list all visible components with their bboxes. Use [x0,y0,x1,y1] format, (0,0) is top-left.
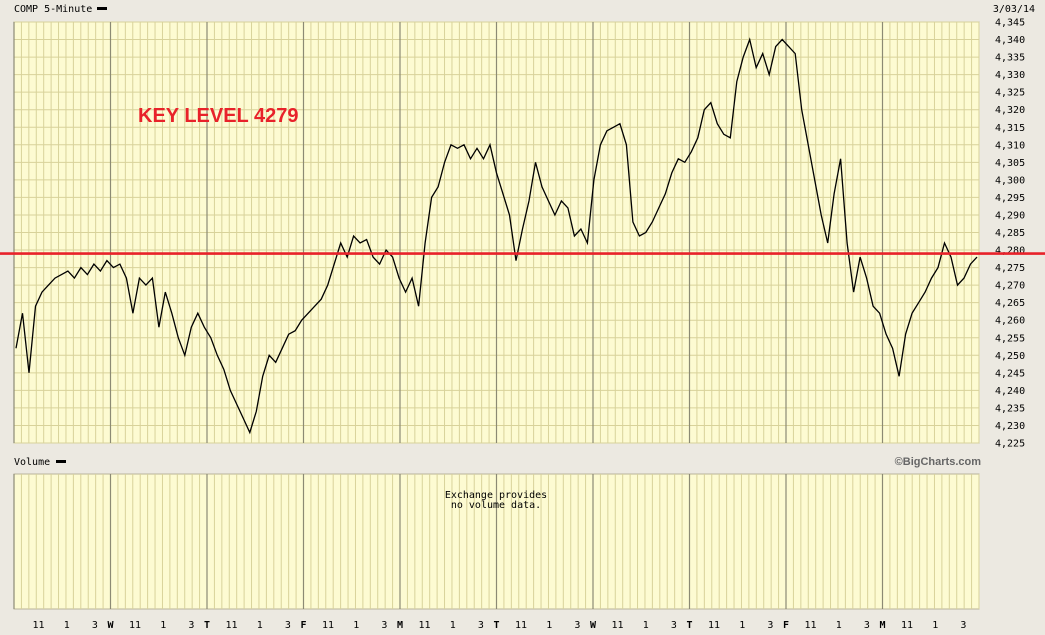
x-day-label: F [783,620,789,631]
volume-header-bar [0,452,1045,472]
x-tick-label: 11 [901,620,913,631]
x-tick-label: 1 [932,620,938,631]
x-day-label: M [879,620,885,631]
x-tick-label: 1 [160,620,166,631]
x-day-label: T [686,620,692,631]
y-tick-label: 4,245 [995,368,1025,379]
volume-label: Volume [14,457,50,468]
x-tick-label: 3 [285,620,291,631]
x-tick-label: 1 [450,620,456,631]
dash-icon[interactable] [56,460,66,463]
x-tick-label: 3 [478,620,484,631]
x-tick-label: 3 [574,620,580,631]
y-tick-label: 4,225 [995,439,1025,450]
x-tick-label: 11 [32,620,44,631]
y-tick-label: 4,265 [995,298,1025,309]
x-tick-label: 1 [64,620,70,631]
x-tick-label: 1 [546,620,552,631]
y-tick-label: 4,340 [995,35,1025,46]
x-tick-label: 3 [188,620,194,631]
x-tick-label: 3 [767,620,773,631]
symbol-label: COMP 5-Minute [14,4,92,15]
y-tick-label: 4,320 [995,105,1025,116]
y-tick-label: 4,325 [995,88,1025,99]
y-tick-label: 4,285 [995,228,1025,239]
y-tick-label: 4,250 [995,351,1025,362]
y-tick-label: 4,290 [995,210,1025,221]
x-tick-label: 1 [739,620,745,631]
x-tick-label: 3 [92,620,98,631]
x-tick-label: 11 [515,620,527,631]
x-tick-label: 11 [418,620,430,631]
y-tick-label: 4,255 [995,333,1025,344]
x-tick-label: 3 [960,620,966,631]
x-tick-label: 11 [611,620,623,631]
copyright-text: ©BigCharts.com [895,456,982,468]
x-tick-label: 1 [643,620,649,631]
x-axis-ticks: 11 1 3 W 11 1 3 T 11 1 3 F 11 1 3 M 11 1 3 T 11 1 3 W 11 1 3 T 11 1 3 F… [32,620,966,631]
y-tick-label: 4,270 [995,281,1025,292]
y-tick-label: 4,300 [995,175,1025,186]
y-tick-label: 4,305 [995,158,1025,169]
volume-vertical-grid [13,474,980,609]
x-tick-label: 11 [804,620,816,631]
y-tick-label: 4,315 [995,123,1025,134]
key-level-annotation: KEY LEVEL 4279 [138,105,298,127]
x-tick-label: 3 [671,620,677,631]
y-tick-label: 4,335 [995,53,1025,64]
volume-message-line2: no volume data. [451,500,541,511]
y-tick-label: 4,345 [995,18,1025,29]
x-tick-label: 11 [129,620,141,631]
x-day-label: T [493,620,499,631]
x-tick-label: 1 [836,620,842,631]
y-tick-label: 4,260 [995,316,1025,327]
y-tick-label: 4,280 [995,246,1025,257]
header-date: 3/03/14 [993,4,1035,15]
x-day-label: W [107,620,114,631]
y-tick-label: 4,240 [995,386,1025,397]
x-day-label: M [397,620,403,631]
price-vertical-grid [13,22,980,443]
y-tick-label: 4,310 [995,140,1025,151]
x-day-label: T [204,620,210,631]
x-tick-label: 11 [225,620,237,631]
x-tick-label: 11 [708,620,720,631]
y-axis-ticks: 4,225 4,230 4,235 4,240 4,245 4,250 4,255 4,260… [995,18,1025,450]
x-tick-label: 3 [381,620,387,631]
x-tick-label: 1 [353,620,359,631]
price-line [15,37,978,435]
volume-message-line1: Exchange provides [445,490,547,501]
x-tick-label: 11 [322,620,334,631]
y-tick-label: 4,235 [995,403,1025,414]
x-tick-label: 1 [257,620,263,631]
y-tick-label: 4,275 [995,263,1025,274]
y-tick-label: 4,330 [995,70,1025,81]
y-tick-label: 4,230 [995,421,1025,432]
x-day-label: W [590,620,597,631]
y-tick-label: 4,295 [995,193,1025,204]
x-tick-label: 3 [864,620,870,631]
dash-icon[interactable] [97,7,107,10]
x-day-label: F [300,620,306,631]
